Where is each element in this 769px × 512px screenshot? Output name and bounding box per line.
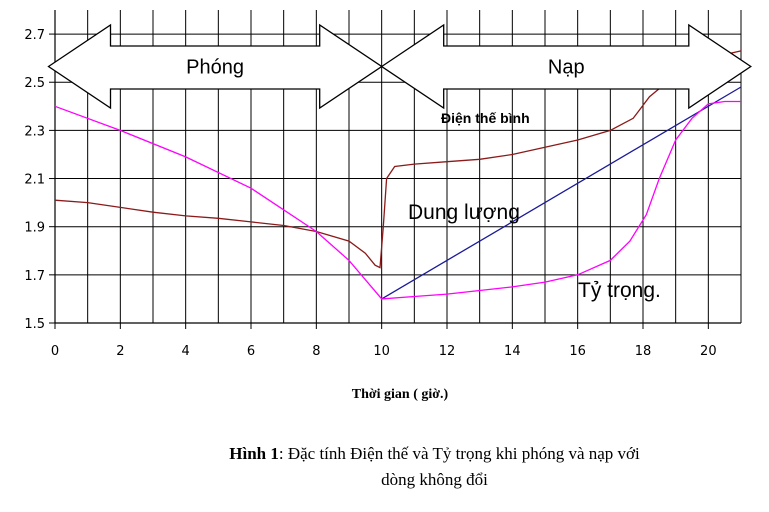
arrow-label: Nạp (548, 57, 585, 79)
arrow-shape (380, 23, 752, 110)
x-tick-label: 20 (700, 344, 717, 359)
series-label: Điện thế bình (441, 110, 530, 126)
y-tick-label: 1.7 (24, 269, 45, 284)
series-label: Dung lượng (408, 201, 520, 224)
arrows: Phóng Nạp (47, 23, 752, 110)
x-tick-label: 0 (51, 344, 59, 359)
y-tick-label: 2.7 (24, 28, 45, 43)
labels: 1.5 1.7 1.9 2.1 2.3 2.5 2.7 0 2 4 6 8 10 12 14 16 18 20 Th… (24, 28, 716, 402)
annotations: Điện thế bình Dung lượng Tỷ trọng. (408, 110, 661, 302)
y-tick-label: 2.5 (24, 76, 45, 91)
chart: Phóng Nạp 1.51.71.92.12.32.52.70 2 4 6 8 10 12 1… (24, 10, 752, 402)
caption-prefix: Hình 1 (229, 444, 279, 463)
caption-line2: dòng không đổi (381, 470, 488, 489)
y-tick-label: 2.3 (24, 124, 45, 139)
x-tick-label: 10 (373, 344, 390, 359)
x-tick-label: 6 (247, 344, 255, 359)
x-tick-label: 2 (116, 344, 124, 359)
x-tick-label: 12 (439, 344, 456, 359)
series-line (54, 100, 741, 300)
x-tick-label: 18 (635, 344, 652, 359)
x-tick-label: 14 (504, 344, 521, 359)
arrow-label: Phóng (186, 57, 244, 79)
series-label: Tỷ trọng. (578, 279, 661, 302)
series-line (381, 86, 742, 300)
series-line (54, 50, 742, 269)
x-tick-label: 4 (182, 344, 190, 359)
caption-text: : Đặc tính Điện thế và Tỷ trọng khi phón… (278, 444, 640, 463)
series-lines (54, 50, 742, 300)
y-tick-label: 1.9 (24, 221, 45, 236)
x-tick-label: 16 (569, 344, 586, 359)
y-tick-label: 2.1 (24, 173, 45, 188)
figure-caption: Hình 1: Đặc tính Điện thế và Tỷ trọng kh… (100, 441, 769, 493)
y-tick-label: 1.5 (24, 317, 45, 332)
x-tick-label: 8 (312, 344, 320, 359)
x-axis-title: Thời gian ( giờ.) (352, 387, 449, 402)
